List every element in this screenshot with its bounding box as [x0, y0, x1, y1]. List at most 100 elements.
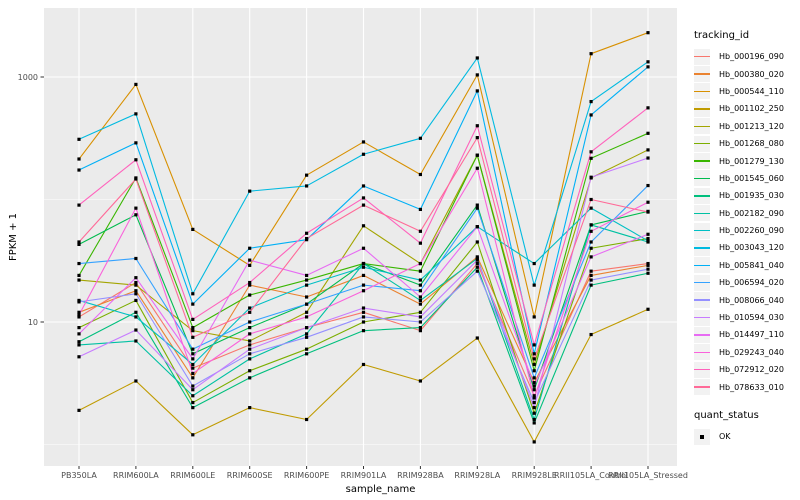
legend-entry-Hb_001545_060: Hb_001545_060	[690, 170, 798, 187]
legend-key-line	[694, 351, 710, 354]
data-point	[248, 357, 252, 361]
black-point-icon	[700, 434, 704, 439]
data-point	[248, 339, 252, 343]
legend-key-line	[694, 212, 710, 214]
data-point	[589, 175, 593, 179]
legend-key-swatch	[694, 379, 710, 396]
data-point	[361, 315, 366, 319]
data-point	[475, 166, 479, 170]
legend-key-swatch	[694, 83, 710, 100]
data-point	[475, 256, 479, 261]
data-point	[77, 261, 81, 266]
data-point	[589, 269, 593, 273]
legend-entry-label: Hb_014497_110	[719, 330, 784, 340]
data-point	[589, 150, 593, 154]
data-point	[646, 183, 650, 188]
data-point	[248, 320, 252, 324]
data-point	[248, 310, 252, 314]
legend-key-line	[694, 73, 710, 75]
data-point	[532, 376, 536, 380]
data-point	[475, 89, 479, 93]
data-point	[418, 326, 422, 330]
data-point	[77, 332, 81, 336]
data-point	[418, 207, 422, 212]
data-point	[134, 256, 138, 261]
data-point	[248, 246, 252, 250]
legend-key-line	[694, 334, 710, 336]
legend-entry-label: Hb_072912_020	[719, 365, 784, 375]
data-point	[77, 157, 81, 161]
data-point	[589, 283, 593, 287]
data-point	[475, 265, 479, 269]
legend-key-line	[694, 229, 710, 232]
data-point	[589, 99, 593, 104]
legend-key-line	[694, 108, 710, 110]
data-point	[532, 343, 536, 347]
legend-key-line	[694, 90, 710, 93]
legend-entry-Hb_010594_030: Hb_010594_030	[690, 309, 798, 326]
legend-entry-Hb_005841_040: Hb_005841_040	[690, 257, 798, 274]
data-point	[589, 206, 593, 210]
quant-status-key	[694, 428, 710, 445]
data-point	[248, 406, 252, 410]
legend-key-swatch	[694, 257, 710, 274]
legend-key-line	[694, 386, 710, 388]
data-point	[475, 258, 479, 262]
legend-entry-Hb_014497_110: Hb_014497_110	[690, 326, 798, 343]
data-point	[77, 408, 81, 412]
data-point	[134, 112, 138, 116]
data-point	[418, 136, 422, 140]
legend-entry-label: Hb_002260_090	[719, 226, 784, 236]
data-point	[589, 52, 593, 56]
legend-key-swatch	[694, 222, 710, 239]
data-point	[134, 280, 138, 285]
legend-entry-Hb_006594_020: Hb_006594_020	[690, 274, 798, 291]
data-point	[77, 278, 81, 282]
data-point	[475, 336, 479, 340]
data-point	[77, 168, 81, 172]
data-point	[475, 56, 479, 60]
data-point	[418, 302, 422, 306]
data-point	[134, 289, 138, 293]
data-point	[418, 241, 422, 245]
data-point	[248, 283, 252, 287]
data-point	[191, 376, 195, 380]
data-point	[191, 400, 195, 405]
legend-key-swatch	[694, 326, 710, 343]
data-point	[77, 313, 81, 317]
data-point	[305, 283, 309, 287]
data-point	[191, 406, 195, 410]
quant-status-items: OK	[690, 428, 798, 445]
legend-title-tracking-id: tracking_id	[694, 30, 750, 41]
data-point	[418, 261, 422, 266]
legend-key-line	[694, 299, 710, 301]
data-point	[134, 379, 138, 383]
legend-entry-Hb_003043_120: Hb_003043_120	[690, 239, 798, 256]
data-point	[361, 310, 366, 314]
data-point	[77, 310, 81, 314]
legend-key-line	[694, 125, 710, 127]
data-point	[305, 231, 309, 235]
data-point	[191, 326, 195, 330]
data-point	[191, 357, 195, 361]
data-point	[418, 172, 422, 177]
plot-panel	[44, 8, 677, 466]
legend-entry-label: Hb_001268_080	[719, 139, 784, 149]
data-point	[475, 269, 479, 273]
data-point	[134, 298, 138, 303]
data-point	[134, 276, 138, 280]
data-point	[532, 411, 536, 415]
data-point	[646, 210, 650, 214]
legend-key-line	[694, 142, 710, 145]
data-point	[532, 381, 536, 385]
data-point	[418, 315, 422, 319]
legend-key-swatch	[694, 48, 710, 65]
x-tick-label: RRIM600LA	[113, 471, 159, 480]
data-point	[248, 326, 252, 330]
data-point	[532, 362, 536, 367]
data-point	[191, 317, 195, 322]
legend-entry-label: Hb_001279_130	[719, 156, 784, 166]
data-point	[418, 229, 422, 233]
legend-key-line	[694, 369, 710, 371]
x-tick-label: RRII105LA_Stressed	[608, 471, 688, 480]
